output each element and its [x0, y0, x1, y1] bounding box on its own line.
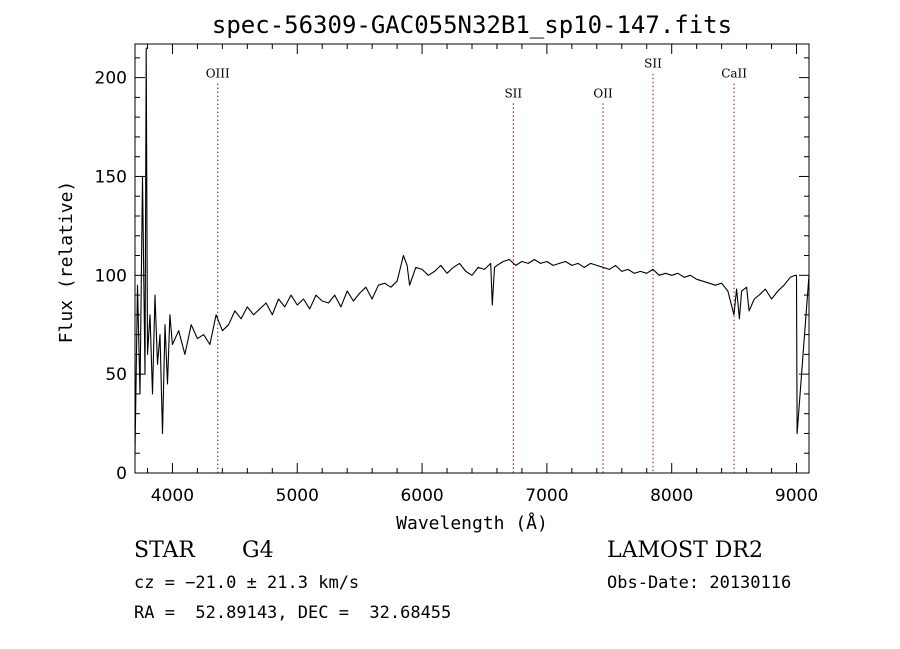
x-tick-label: 4000	[151, 486, 194, 506]
x-tick-label: 7000	[525, 486, 568, 506]
x-tick-label: 6000	[400, 486, 443, 506]
spectrum-series	[134, 47, 810, 454]
object-subclass: G4	[242, 538, 274, 563]
line-marker-label: SII	[504, 86, 522, 100]
line-marker-label: SII	[644, 57, 662, 71]
x-axis-label: Wavelength (Å)	[396, 512, 548, 534]
plot-frame	[134, 43, 810, 474]
y-tick-label: 200	[95, 69, 127, 89]
y-tick-label: 0	[116, 464, 127, 484]
object-class: STAR	[134, 538, 195, 563]
spectrum-line	[134, 47, 810, 454]
redshift-velocity: cz = −21.0 ± 21.3 km/s	[134, 573, 360, 593]
x-tick-label: 5000	[276, 486, 319, 506]
line-marker-label: OII	[593, 86, 613, 100]
y-tick-label: 100	[95, 266, 127, 286]
chart-title: spec-56309-GAC055N32B1_sp10-147.fits	[212, 11, 732, 39]
y-tick-label: 150	[95, 167, 127, 187]
survey-name: LAMOST DR2	[607, 538, 763, 563]
x-axis: 4000 5000 6000 7000 8000 9000	[146, 44, 818, 506]
plot-border	[134, 43, 810, 474]
coordinates: RA = 52.89143, DEC = 32.68455	[134, 603, 452, 623]
y-axis: 0 50 100 150 200	[95, 57, 809, 484]
line-marker-label: CaII	[721, 67, 747, 81]
observation-date: Obs-Date: 20130116	[607, 573, 792, 593]
y-tick-label: 50	[105, 365, 127, 385]
x-tick-label: 9000	[775, 486, 818, 506]
emission-line-markers: OIII SII OII SII CaII	[206, 57, 747, 473]
line-marker-label: OIII	[206, 67, 230, 81]
x-tick-label: 8000	[650, 486, 693, 506]
y-axis-label: Flux (relative)	[56, 181, 77, 344]
